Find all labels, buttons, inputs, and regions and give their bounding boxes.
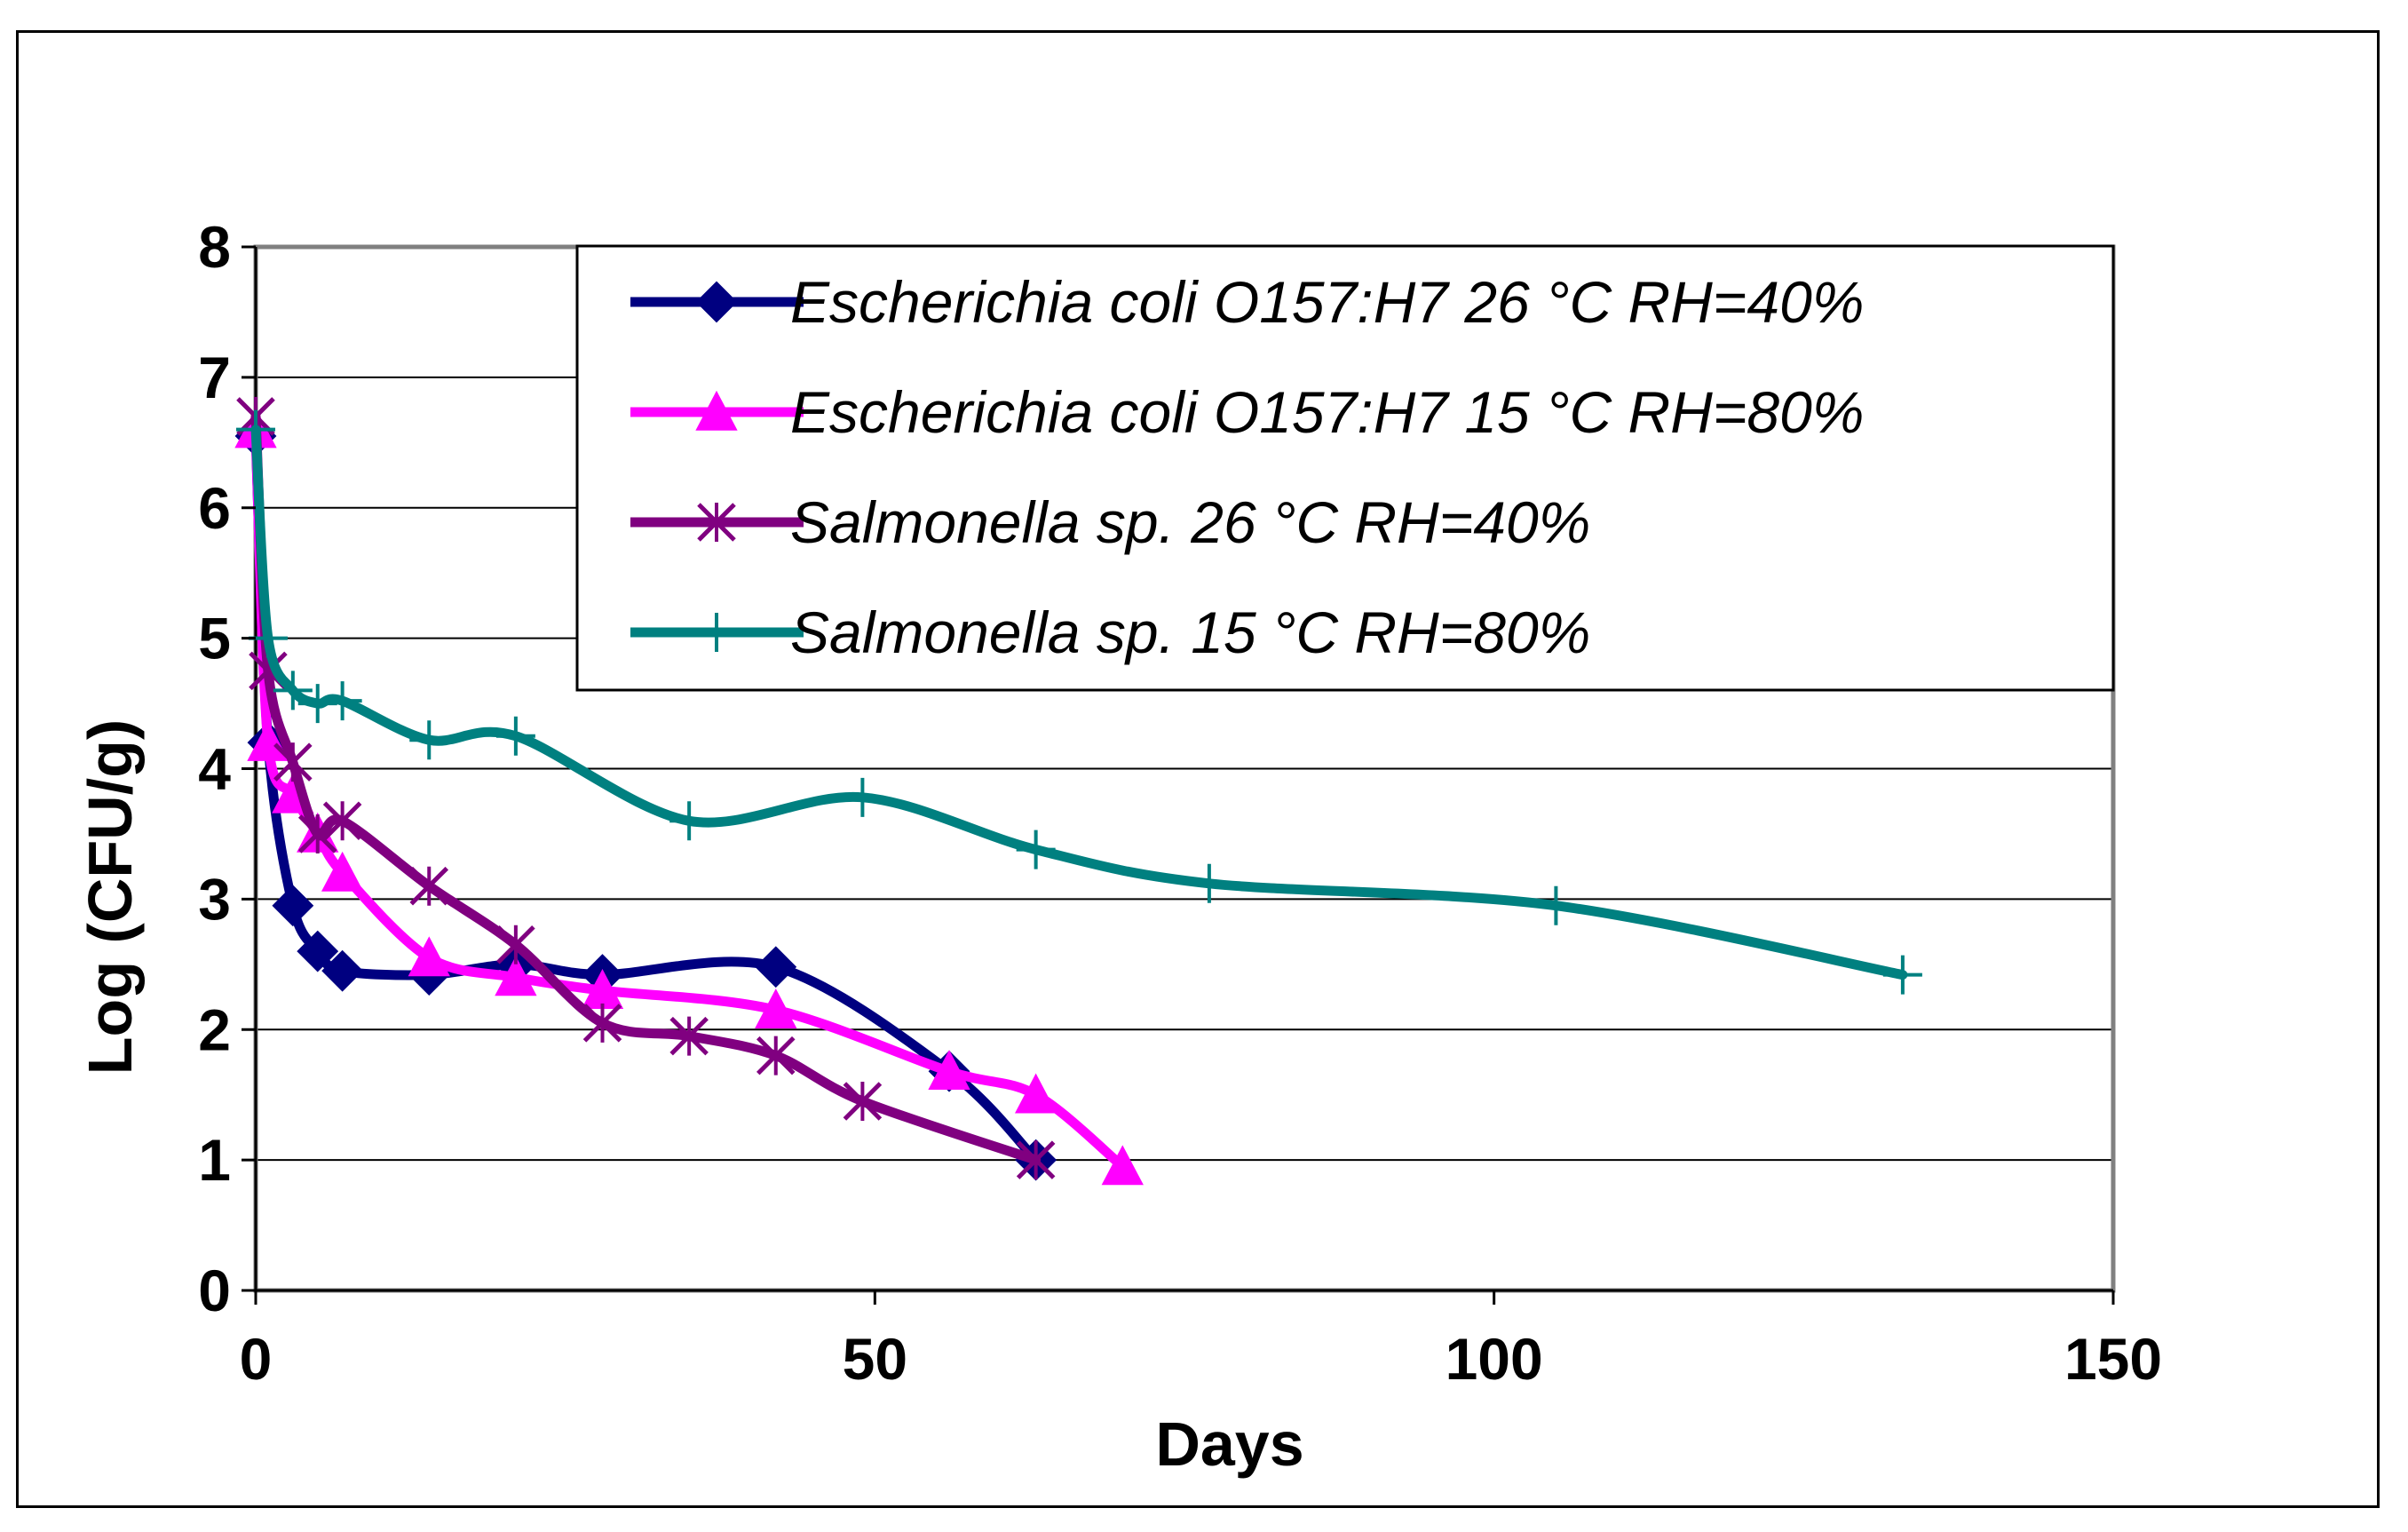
x-tick-label-50: 50 bbox=[843, 1326, 907, 1392]
data-point-0-3 bbox=[297, 930, 339, 972]
y-tick-labels: 0 1 2 3 4 5 6 7 8 bbox=[198, 214, 256, 1323]
series-layer bbox=[234, 396, 1922, 1186]
legend-item-3: Salmonella sp. 15 °C RH=80% bbox=[630, 599, 1590, 665]
y-tick-label-6: 6 bbox=[198, 475, 231, 541]
legend-marker-1 bbox=[695, 390, 738, 431]
data-point-0-8 bbox=[755, 946, 797, 988]
data-point-0-2 bbox=[272, 885, 314, 927]
y-tick-label-5: 5 bbox=[198, 606, 231, 671]
data-point-3-10 bbox=[1189, 863, 1229, 903]
data-point-3-0 bbox=[236, 409, 275, 449]
y-tick-label-2: 2 bbox=[198, 996, 231, 1062]
data-point-1-4 bbox=[321, 851, 364, 892]
data-point-1-8 bbox=[755, 988, 797, 1029]
series-line-2 bbox=[250, 411, 1042, 1165]
y-tick-label-3: 3 bbox=[198, 866, 231, 932]
legend-label-1: Escherichia coli O157:H7 15 °C RH=80% bbox=[790, 379, 1864, 445]
data-point-2-9 bbox=[756, 1036, 796, 1076]
series-2 bbox=[236, 396, 1056, 1180]
legend-item-1: Escherichia coli O157:H7 15 °C RH=80% bbox=[630, 379, 1864, 445]
data-point-3-7 bbox=[669, 801, 709, 841]
data-point-2-6 bbox=[496, 925, 535, 964]
data-point-2-3 bbox=[297, 814, 337, 853]
legend-label-2: Salmonella sp. 26 °C RH=40% bbox=[790, 489, 1590, 555]
data-point-1-9 bbox=[928, 1050, 970, 1091]
data-point-2-7 bbox=[582, 1003, 622, 1043]
y-tick-label-4: 4 bbox=[198, 736, 231, 802]
legend-item-2: Salmonella sp. 26 °C RH=40% bbox=[630, 489, 1590, 555]
x-tick-label-150: 150 bbox=[2064, 1326, 2162, 1392]
y-axis-title: Log (CFU/g) bbox=[75, 719, 145, 1075]
chart-frame bbox=[16, 30, 2380, 1508]
data-point-1-10 bbox=[1014, 1073, 1057, 1114]
x-tick-labels: 0 50 100 150 bbox=[240, 1290, 2162, 1392]
data-point-2-8 bbox=[669, 1016, 709, 1056]
y-tick-label-8: 8 bbox=[198, 214, 231, 280]
data-point-3-9 bbox=[1016, 830, 1056, 869]
legend-item-0: Escherichia coli O157:H7 26 °C RH=40% bbox=[630, 269, 1864, 335]
y-tick-label-7: 7 bbox=[198, 345, 231, 410]
data-point-1-6 bbox=[495, 956, 537, 996]
legend: Escherichia coli O157:H7 26 °C RH=40% Esc… bbox=[575, 244, 2115, 692]
y-tick-label-1: 1 bbox=[198, 1127, 231, 1193]
data-point-3-4 bbox=[322, 681, 362, 721]
data-point-3-8 bbox=[843, 777, 883, 817]
x-tick-label-100: 100 bbox=[1446, 1326, 1543, 1392]
data-point-2-4 bbox=[322, 801, 362, 841]
series-3 bbox=[236, 409, 1922, 995]
data-point-1-11 bbox=[1101, 1145, 1144, 1186]
data-point-3-6 bbox=[495, 716, 535, 756]
data-point-3-11 bbox=[1536, 885, 1576, 925]
data-point-1-1 bbox=[247, 720, 289, 761]
data-point-3-5 bbox=[409, 720, 449, 760]
data-point-2-11 bbox=[1016, 1140, 1056, 1180]
data-point-3-3 bbox=[297, 684, 337, 724]
legend-marker-3 bbox=[697, 613, 736, 652]
data-point-2-10 bbox=[843, 1082, 883, 1122]
data-point-2-2 bbox=[273, 742, 313, 782]
data-point-2-5 bbox=[409, 866, 449, 906]
legend-marker-0 bbox=[695, 281, 738, 323]
data-point-3-2 bbox=[273, 671, 313, 710]
legend-box bbox=[575, 244, 2115, 692]
x-tick-label-0: 0 bbox=[240, 1326, 273, 1392]
legend-marker-2 bbox=[697, 503, 736, 542]
data-point-3-12 bbox=[1882, 955, 1922, 995]
x-axis-title: Days bbox=[1155, 1409, 1303, 1479]
legend-label-3: Salmonella sp. 15 °C RH=80% bbox=[790, 599, 1590, 665]
data-point-1-5 bbox=[408, 936, 450, 977]
y-tick-label-0: 0 bbox=[198, 1258, 231, 1323]
legend-label-0: Escherichia coli O157:H7 26 °C RH=40% bbox=[790, 269, 1864, 335]
data-point-0-4 bbox=[321, 949, 364, 992]
